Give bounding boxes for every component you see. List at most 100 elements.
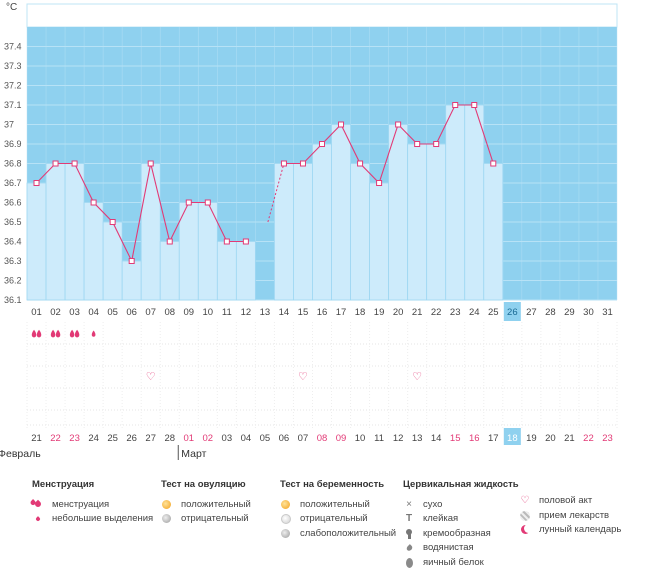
legend-item: положительный [280, 498, 396, 513]
legend-label: клейкая [423, 513, 459, 524]
cycle-day-label: 27 [526, 307, 537, 318]
legend-label: прием лекарств [539, 509, 610, 521]
y-axis-unit: °C [6, 2, 17, 13]
legend-pregnancy-test: Тест на беременность положительный отриц… [280, 478, 396, 541]
cycle-day-label: 20 [393, 307, 404, 318]
cycle-day-label: 31 [602, 307, 613, 318]
cycle-day-label: 16 [317, 307, 328, 318]
temperature-point [242, 238, 249, 245]
orange-circle-icon [280, 499, 292, 511]
calendar-date-label: 10 [355, 433, 366, 444]
temperature-bar [102, 221, 123, 301]
light-drop-icon [91, 330, 96, 337]
cycle-day-label: 24 [469, 307, 480, 318]
cycle-day-label: 04 [88, 307, 99, 318]
calendar-date-label: 15 [450, 433, 461, 444]
temperature-point [223, 238, 230, 245]
heavy-drop-icon [69, 329, 75, 338]
temperature-point [299, 160, 306, 167]
legend-label: небольшие выделения [52, 513, 154, 524]
y-tick-label: 37.2 [4, 81, 22, 91]
calendar-date-label: 05 [260, 433, 271, 444]
legend-item: прием лекарств [519, 509, 621, 524]
gray-circle-icon [161, 513, 173, 525]
legend-label: слабоположительный [300, 527, 397, 539]
calendar-date-label: 03 [222, 433, 233, 444]
temperature-point [147, 160, 154, 167]
cycle-day-label: 22 [431, 307, 442, 318]
calendar-date-label: 24 [88, 433, 99, 444]
calendar-date-label: 27 [145, 433, 156, 444]
cycle-day-label: 14 [279, 307, 290, 318]
current-day-highlight [503, 302, 521, 321]
temperature-bar [83, 202, 104, 301]
calendar-date-label: 09 [336, 433, 347, 444]
water-drop-icon [403, 542, 415, 554]
temperature-point [414, 141, 421, 147]
temperature-point [376, 180, 383, 186]
cycle-day-label: 02 [50, 307, 61, 318]
legend-item: T клейкая [403, 512, 519, 527]
calendar-date-label: 12 [393, 433, 404, 444]
legend-ovulation-test: Тест на овуляцию положительный отрицател… [161, 478, 251, 527]
temperature-bar [426, 143, 447, 301]
heart-icon: ♡ [298, 370, 308, 383]
temperature-bar [274, 163, 294, 301]
y-tick-label: 36.5 [4, 217, 22, 227]
legend-item: ♡ половой акт [519, 494, 621, 509]
legend-item: слабоположительный [280, 527, 396, 542]
legend-item: менструация [32, 498, 153, 513]
temperature-bar [350, 163, 370, 301]
temperature-bar [140, 163, 161, 301]
temperature-line [36, 104, 494, 263]
temperature-bar [312, 143, 332, 301]
light-circle-icon [280, 513, 292, 525]
temperature-point [185, 199, 192, 206]
y-tick-label: 37.1 [4, 100, 22, 110]
temperature-point [204, 199, 211, 206]
calendar-date-label: 02 [203, 433, 214, 444]
legend-title: Тест на овуляцию [161, 479, 246, 490]
gray-circle-icon [280, 528, 292, 540]
y-tick-label: 36.3 [4, 256, 22, 266]
calendar-date-label: 19 [526, 433, 537, 444]
temperature-point [395, 121, 402, 128]
legend-item: яичный белок [403, 556, 519, 571]
legend-other: ♡ половой акт прием лекарств лунный кале… [519, 494, 621, 538]
legend-title: Тест на беременность [280, 479, 385, 490]
temperature-bar [64, 163, 85, 301]
cycle-day-label: 07 [145, 307, 156, 318]
temperature-point [71, 160, 78, 167]
orange-circle-icon [161, 499, 173, 511]
legend-label: менструация [52, 498, 110, 510]
temperature-point [452, 102, 459, 108]
temperature-point [52, 160, 59, 167]
calendar-date-label: 01 [183, 433, 194, 444]
temperature-point [338, 121, 345, 128]
heart-icon: ♡ [146, 370, 156, 383]
legend-item: отрицательный [280, 512, 396, 527]
calendar-date-label: 18 [507, 433, 518, 444]
heart-icon: ♡ [412, 370, 422, 383]
hook-icon [403, 528, 415, 540]
calendar-date-label: 08 [317, 433, 328, 444]
calendar-date-label: 04 [241, 433, 252, 444]
legend-label: положительный [181, 498, 251, 510]
calendar-date-label: 25 [107, 433, 118, 444]
temperature-bar [388, 124, 409, 301]
month-label: Февраль [0, 448, 41, 460]
y-tick-label: 36.1 [4, 295, 22, 305]
bbt-chart: 36.1 36.2 36.3 36.4 36.5 36.6 36.7 36.8 36.9 37 37… [0, 2, 618, 460]
legend-item: × сухо [403, 498, 519, 513]
temperature-bar [464, 104, 485, 301]
calendar-date-label: 22 [50, 433, 61, 444]
calendar-date-label: 17 [488, 433, 499, 444]
legend-item: положительный [161, 498, 251, 513]
month-label: Март [181, 448, 206, 460]
egg-white-icon [403, 557, 415, 569]
temperature-point [90, 199, 97, 206]
y-tick-label: 37.3 [4, 61, 22, 71]
legend-item: лунный календарь [519, 523, 621, 538]
heavy-drop-icon [50, 329, 56, 338]
legend-label: положительный [300, 498, 370, 510]
